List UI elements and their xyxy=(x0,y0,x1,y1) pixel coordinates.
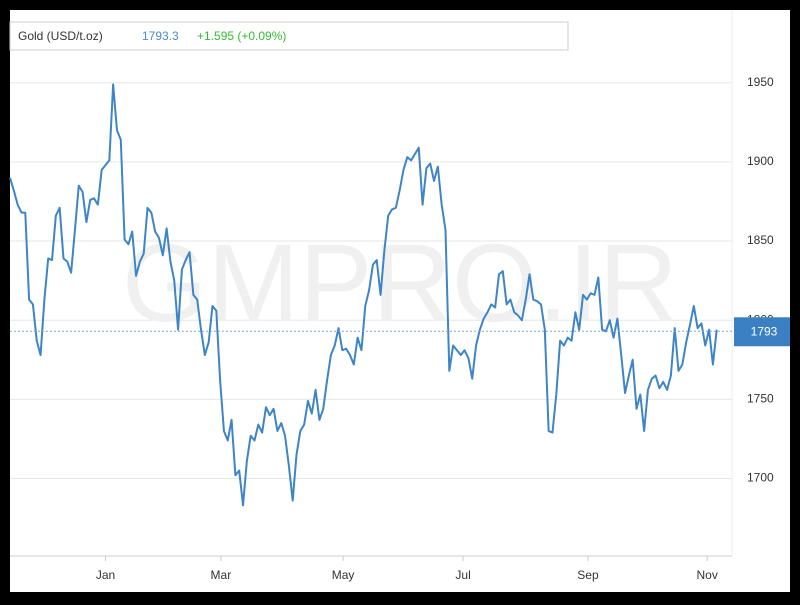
price-line xyxy=(9,83,718,507)
y-tick-label: 1700 xyxy=(747,471,774,485)
last-price-box xyxy=(734,317,790,347)
y-tick-label: 1900 xyxy=(747,154,774,168)
y-tick-label: 1850 xyxy=(747,233,774,247)
y-tick-label: 1950 xyxy=(747,75,774,89)
x-tick-label: Nov xyxy=(696,568,717,582)
chart-area xyxy=(10,10,790,592)
last-price-label: 1793 xyxy=(751,324,778,338)
y-tick-label: 1750 xyxy=(747,391,774,405)
legend-box xyxy=(9,21,569,51)
x-tick-label: Sep xyxy=(577,568,599,582)
x-tick-label: Jul xyxy=(455,568,470,582)
x-tick-label: Mar xyxy=(211,568,232,582)
legend-name: Gold (USD/t.oz) xyxy=(18,29,103,43)
plot xyxy=(9,83,718,507)
legend-change: +1.595 (+0.09%) xyxy=(197,29,286,43)
x-tick-label: Jan xyxy=(96,568,115,582)
x-tick-label: May xyxy=(332,568,355,582)
watermark: GMPRO.IR xyxy=(122,222,678,345)
grid xyxy=(10,82,732,479)
legend-price: 1793.3 xyxy=(142,29,179,43)
